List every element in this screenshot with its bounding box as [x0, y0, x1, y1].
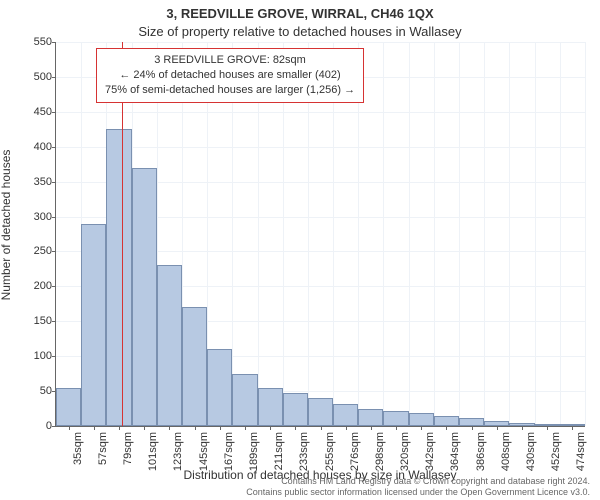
y-axis-label: Number of detached houses: [0, 150, 13, 301]
x-tick-label: 101sqm: [147, 432, 159, 482]
x-tick-label: 167sqm: [223, 432, 235, 482]
x-tick-label: 145sqm: [198, 432, 210, 482]
histogram-bar: [56, 388, 81, 426]
x-tick-label: 474sqm: [575, 432, 587, 482]
annotation-box: 3 REEDVILLE GROVE: 82sqm ← 24% of detach…: [96, 48, 364, 103]
y-tick-label: 50: [12, 385, 52, 397]
histogram-bar: [283, 393, 308, 427]
x-tick-label: 57sqm: [97, 432, 109, 482]
histogram-bar: [358, 409, 383, 426]
y-tick-label: 550: [12, 36, 52, 48]
x-tick-label: 233sqm: [298, 432, 310, 482]
y-tick-label: 100: [12, 350, 52, 362]
histogram-bar: [333, 404, 358, 426]
histogram-bar: [182, 307, 207, 426]
footnote-line: Contains public sector information licen…: [246, 487, 590, 498]
histogram-bar: [207, 349, 232, 426]
histogram-bar: [132, 168, 157, 426]
y-tick-label: 300: [12, 211, 52, 223]
y-tick-label: 450: [12, 106, 52, 118]
plot-area: 3 REEDVILLE GROVE: 82sqm ← 24% of detach…: [55, 42, 585, 427]
histogram-bar: [459, 418, 484, 426]
x-tick-label: 276sqm: [349, 432, 361, 482]
y-tick-label: 0: [12, 420, 52, 432]
histogram-bar: [106, 129, 131, 426]
y-tick-label: 350: [12, 176, 52, 188]
y-tick-label: 400: [12, 141, 52, 153]
annotation-line: ← 24% of detached houses are smaller (40…: [105, 68, 355, 83]
y-tick-label: 200: [12, 280, 52, 292]
chart-container: 3, REEDVILLE GROVE, WIRRAL, CH46 1QX Siz…: [0, 0, 600, 500]
histogram-bar: [232, 374, 257, 426]
x-tick-label: 123sqm: [172, 432, 184, 482]
histogram-bar: [157, 265, 182, 426]
x-tick-label: 35sqm: [72, 432, 84, 482]
x-tick-label: 255sqm: [324, 432, 336, 482]
annotation-line: 75% of semi-detached houses are larger (…: [105, 83, 355, 98]
x-tick-label: 452sqm: [550, 432, 562, 482]
histogram-bar: [258, 388, 283, 426]
y-tick-label: 150: [12, 315, 52, 327]
x-tick-label: 342sqm: [424, 432, 436, 482]
histogram-bar: [383, 411, 408, 426]
x-tick-label: 320sqm: [399, 432, 411, 482]
x-tick-label: 408sqm: [500, 432, 512, 482]
y-tick-label: 250: [12, 245, 52, 257]
histogram-bar: [81, 224, 106, 426]
x-tick-label: 189sqm: [248, 432, 260, 482]
chart-title-sub: Size of property relative to detached ho…: [0, 24, 600, 39]
x-tick-label: 364sqm: [449, 432, 461, 482]
x-tick-label: 386sqm: [475, 432, 487, 482]
y-tick-label: 500: [12, 71, 52, 83]
chart-title-main: 3, REEDVILLE GROVE, WIRRAL, CH46 1QX: [0, 6, 600, 21]
annotation-line: 3 REEDVILLE GROVE: 82sqm: [105, 53, 355, 68]
histogram-bar: [308, 398, 333, 426]
histogram-bar: [409, 413, 434, 426]
histogram-bar: [434, 416, 459, 426]
x-tick-label: 211sqm: [273, 432, 285, 482]
x-tick-label: 79sqm: [122, 432, 134, 482]
x-tick-label: 298sqm: [374, 432, 386, 482]
x-tick-label: 430sqm: [525, 432, 537, 482]
